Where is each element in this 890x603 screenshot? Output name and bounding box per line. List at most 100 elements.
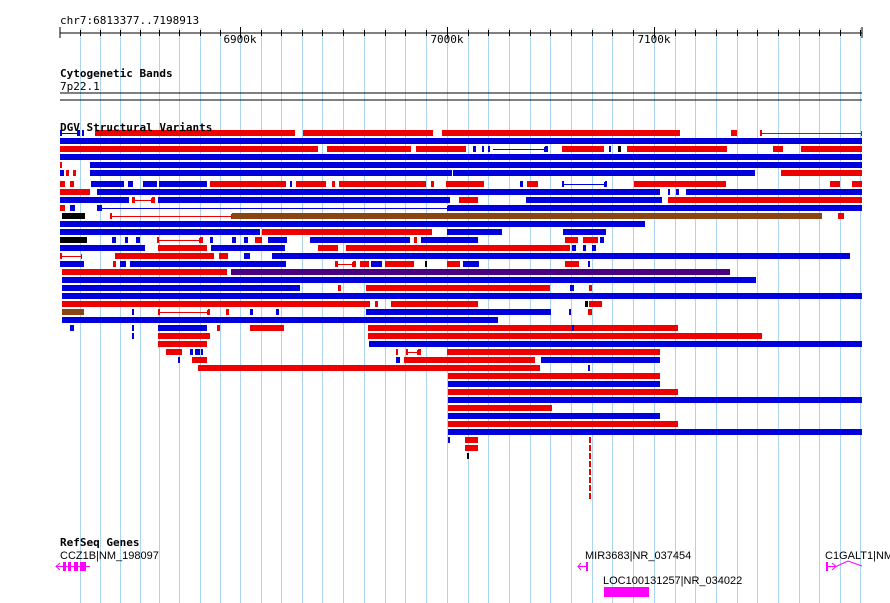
variant-gain[interactable] [190,349,193,355]
variant-loss[interactable] [589,485,591,491]
variant-gain[interactable] [60,229,260,235]
variant-loss[interactable] [62,269,227,275]
variant-gain[interactable] [136,237,140,243]
variant-gain[interactable] [90,162,300,168]
variant-gain[interactable] [60,130,62,136]
variant-other[interactable] [618,146,621,152]
variant-loss[interactable] [157,237,159,243]
variant-gain[interactable] [244,253,250,259]
variant-loss[interactable] [360,261,369,267]
track-title-cytobands[interactable]: Cytogenetic Bands [60,67,173,80]
variant-loss[interactable] [801,146,862,152]
variant-loss[interactable] [589,445,591,451]
variant-loss[interactable] [255,237,262,243]
variant-loss[interactable] [368,333,762,339]
variant-loss[interactable] [459,197,478,203]
position-ruler[interactable] [59,27,863,38]
variant-loss[interactable] [589,477,591,483]
variant-gain[interactable] [570,285,574,291]
variant-complex[interactable] [62,309,84,315]
variant-gain[interactable] [158,197,450,203]
variant-gain[interactable] [300,162,452,168]
variant-gain[interactable] [211,245,285,251]
variant-loss[interactable] [465,445,478,451]
variant-gain[interactable] [448,205,862,211]
variant-loss[interactable] [448,421,678,427]
variant-gain[interactable] [62,317,498,323]
variant-gain[interactable] [572,245,576,251]
variant-gain[interactable] [569,309,571,315]
variant-loss[interactable] [565,237,578,243]
gene-loc100131257-exon[interactable] [604,587,649,597]
track-title-dgv[interactable]: DGV Structural Variants [60,121,213,134]
gene-c1galt1-exon[interactable] [826,562,828,571]
dgv-features[interactable] [60,130,862,499]
variant-loss[interactable] [448,389,678,395]
variant-gain[interactable] [272,253,850,259]
variant-loss[interactable] [589,469,591,475]
variant-loss[interactable] [562,146,604,152]
variant-gain[interactable] [421,237,478,243]
variant-loss[interactable] [158,341,207,347]
variant-loss[interactable] [60,146,318,152]
variant-gain[interactable] [448,397,862,403]
variant-gain[interactable] [97,205,102,211]
variant-loss[interactable] [385,261,414,267]
variant-loss[interactable] [366,285,550,291]
variant-gain[interactable] [250,309,253,315]
variant-gain[interactable] [448,413,660,419]
variant-loss[interactable] [589,285,592,291]
variant-loss[interactable] [368,325,678,331]
variant-loss[interactable] [158,309,160,315]
variant-gain[interactable] [125,237,128,243]
variant-loss[interactable] [589,437,591,443]
variant-gain[interactable] [369,341,862,347]
variant-gain[interactable] [112,237,116,243]
variant-gain[interactable] [520,181,523,187]
gene-ccz1b-exon[interactable] [74,562,78,571]
variant-gain[interactable] [97,189,660,195]
gene-c1galt1-intron[interactable] [835,560,863,567]
variant-loss[interactable] [346,245,570,251]
variant-loss[interactable] [852,181,862,187]
variant-complex[interactable] [232,213,822,219]
variant-gain[interactable] [583,245,586,251]
variant-loss[interactable] [375,301,378,307]
variant-gain[interactable] [541,357,660,363]
variant-loss[interactable] [447,349,660,355]
cytoband-label[interactable]: 7p22.1 [60,80,100,93]
variant-gain[interactable] [60,261,84,267]
variant-loss[interactable] [335,261,338,267]
variant-gain[interactable] [545,146,548,152]
variant-gain[interactable] [90,170,452,176]
variant-loss[interactable] [208,309,210,315]
variant-loss[interactable] [414,237,417,243]
variant-gain[interactable] [195,349,200,355]
variant-loss[interactable] [332,181,335,187]
variant-loss[interactable] [353,261,356,267]
variant-loss[interactable] [338,285,341,291]
variant-gain[interactable] [244,237,248,243]
variant-inversion[interactable] [231,269,730,275]
variant-gain[interactable] [201,349,203,355]
variant-loss[interactable] [830,181,840,187]
gene-label-c1galt1[interactable]: C1GALT1|NM_ [825,550,890,562]
variant-gain[interactable] [452,162,862,168]
variant-loss[interactable] [442,130,680,136]
variant-loss[interactable] [527,181,538,187]
variant-loss[interactable] [668,197,862,203]
variant-loss[interactable] [589,453,591,459]
variant-gain[interactable] [159,181,207,187]
variant-gain[interactable] [130,261,286,267]
variant-loss[interactable] [113,261,116,267]
variant-gain[interactable] [60,138,862,144]
variant-other[interactable] [467,453,469,459]
variant-loss[interactable] [60,181,65,187]
variant-loss[interactable] [448,405,552,411]
refseq-features[interactable] [55,560,863,597]
variant-loss[interactable] [70,181,74,187]
variant-gain[interactable] [210,237,213,243]
variant-gain[interactable] [91,181,124,187]
variant-gain[interactable] [60,245,145,251]
variant-gain[interactable] [60,170,64,176]
